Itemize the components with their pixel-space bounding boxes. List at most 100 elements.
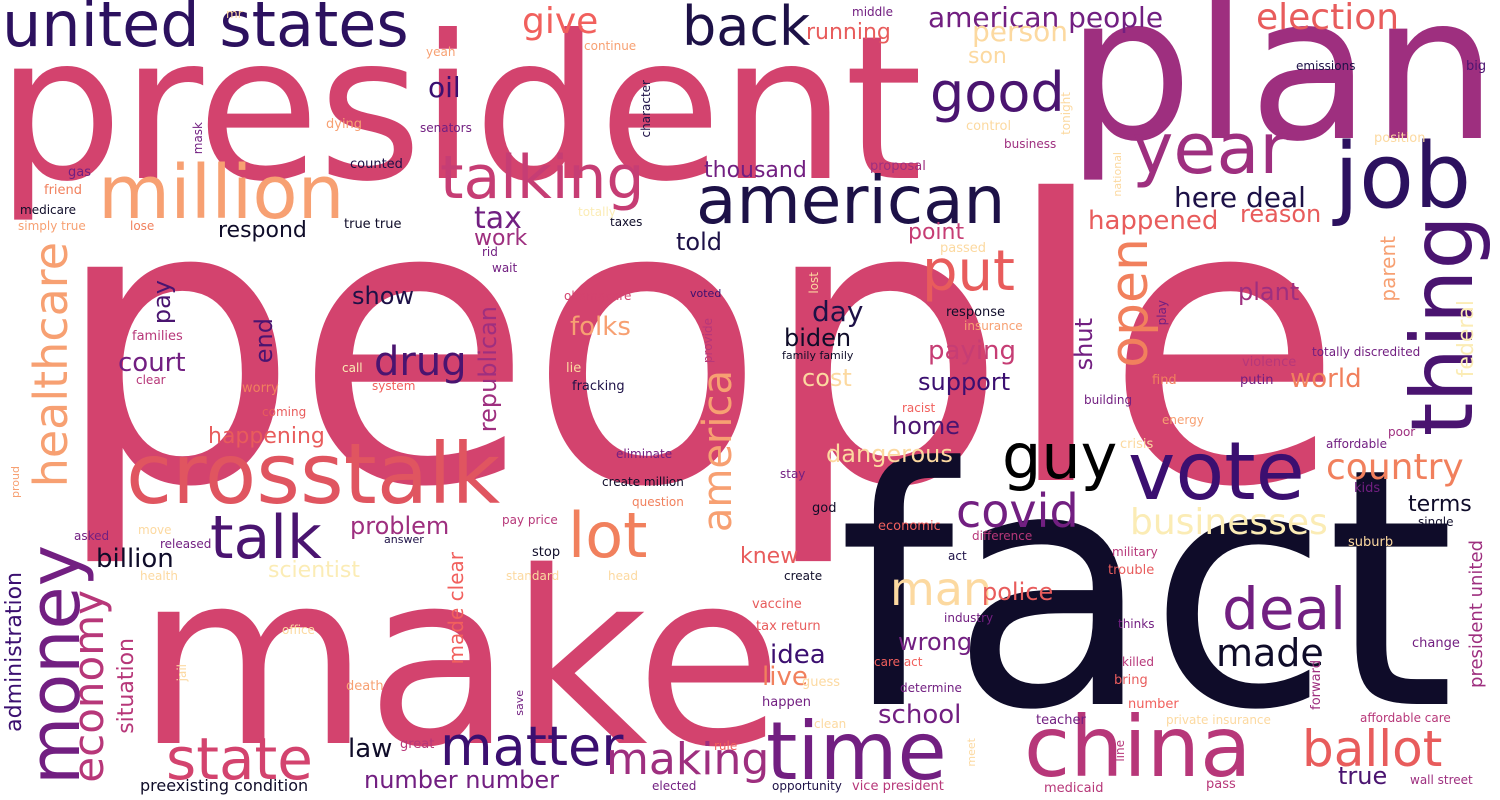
word-poor: poor [1388, 425, 1416, 439]
word-tonight: tonight [1059, 92, 1073, 135]
word-meet: meet [965, 738, 978, 767]
word-violence: violence [1242, 355, 1297, 370]
word-point: point [908, 220, 965, 245]
word-racist: racist [902, 401, 936, 415]
word-live: live [762, 662, 808, 692]
word-call: call [342, 361, 363, 375]
word-eliminate: eliminate [616, 447, 673, 461]
word-make: make [136, 520, 783, 800]
word-shut: shut [1070, 318, 1098, 371]
word-provide: provide [701, 318, 715, 364]
word-making: making [606, 734, 770, 785]
word-american: american [696, 162, 1006, 239]
word-care-act: care act [874, 655, 923, 669]
word-law: law [348, 734, 393, 764]
word-federal: federal [1454, 300, 1479, 378]
word-terms: terms [1408, 492, 1472, 517]
word-china: china [1024, 698, 1252, 796]
word-pass: pass [1206, 777, 1236, 792]
word-lie: lie [566, 361, 582, 376]
word-reason: reason [1240, 200, 1322, 228]
word-stop: stop [532, 545, 561, 560]
word-million: million [98, 150, 345, 236]
word-knew: knew [740, 544, 799, 569]
word-pay: pay [148, 280, 176, 325]
word-dangerous: dangerous [826, 440, 953, 468]
word-time: time [766, 705, 947, 798]
word-running: running [806, 20, 891, 45]
word-talk: talk [210, 503, 322, 573]
word-guy: guy [1002, 420, 1118, 493]
word-line: line [1113, 740, 1127, 762]
word-oil: oil [428, 71, 461, 104]
word-suburb: suburb [1348, 535, 1394, 550]
word-act: act [948, 549, 967, 563]
word-elected: elected [652, 779, 697, 793]
word-bring: bring [1114, 673, 1148, 688]
word-talking: talking [440, 143, 645, 213]
word-made-clear: made clear [444, 552, 468, 665]
word-totally-discredited: totally discredited [1312, 345, 1421, 359]
word-find: find [1152, 373, 1177, 388]
word-work: work [474, 226, 528, 251]
word-economy: economy [64, 590, 113, 783]
word-true-true: true true [344, 217, 402, 232]
word-tax: tax [474, 201, 522, 236]
word-building: building [1084, 393, 1133, 407]
word-country: country [1326, 447, 1464, 488]
word-senators: senators [420, 121, 472, 135]
word-happening: happening [208, 424, 325, 449]
word-affordable: affordable [1326, 437, 1387, 451]
word-tax-return: tax return [756, 619, 821, 634]
word-clear: clear [136, 373, 166, 387]
word-lost: lost [807, 272, 821, 294]
word-death: death [346, 679, 384, 694]
word-show: show [352, 282, 415, 310]
word-vice-president: vice president [852, 779, 944, 794]
word-man: man [890, 562, 993, 616]
word-friend: friend [44, 183, 83, 198]
word-number: number [1128, 697, 1179, 712]
word-change: change [1412, 636, 1460, 651]
word-home: home [892, 412, 961, 440]
word-medicaid: medicaid [1044, 781, 1104, 796]
word-person: person [972, 15, 1068, 48]
word-coming: coming [262, 405, 307, 419]
word-vaccine: vaccine [752, 597, 802, 612]
word-putin: putin [1240, 373, 1274, 388]
word-plan: plan [1066, 0, 1498, 186]
word-continue: continue [584, 39, 637, 53]
word-energy: energy [1162, 413, 1204, 427]
word-parent: parent [1376, 236, 1400, 302]
word-administration: administration [2, 572, 27, 732]
word-medicare: medicare [20, 203, 77, 217]
word-asked: asked [74, 529, 110, 543]
word-save: save [513, 690, 526, 716]
word-obamacare: obamacare [564, 289, 632, 303]
word-idea: idea [770, 640, 826, 670]
word-position: position [1374, 131, 1426, 146]
word-year: year [1132, 108, 1289, 190]
word-clean: clean [814, 717, 847, 731]
word-thousand: thousand [704, 158, 807, 183]
word-united-states: united states [2, 0, 409, 61]
word-good: good [930, 61, 1065, 124]
word-voted: voted [690, 287, 722, 300]
word-scientist: scientist [268, 558, 360, 583]
word-system: system [372, 379, 416, 393]
word-single: single [1418, 515, 1454, 529]
word-republican: republican [474, 306, 502, 433]
word-proud: proud [9, 466, 22, 498]
word-mask: mask [191, 122, 205, 155]
word-create: create [784, 569, 823, 583]
word-answer: answer [384, 533, 424, 546]
word-happen: happen [762, 695, 811, 710]
word-affordable-care: affordable care [1360, 711, 1451, 725]
word-families: families [132, 329, 183, 344]
word-folks: folks [570, 312, 631, 342]
word-economic: economic [878, 519, 941, 534]
word-crisis: crisis [1120, 437, 1154, 452]
word-police: police [982, 578, 1054, 606]
word-made: made [1216, 631, 1324, 675]
word-gas: gas [68, 165, 91, 180]
